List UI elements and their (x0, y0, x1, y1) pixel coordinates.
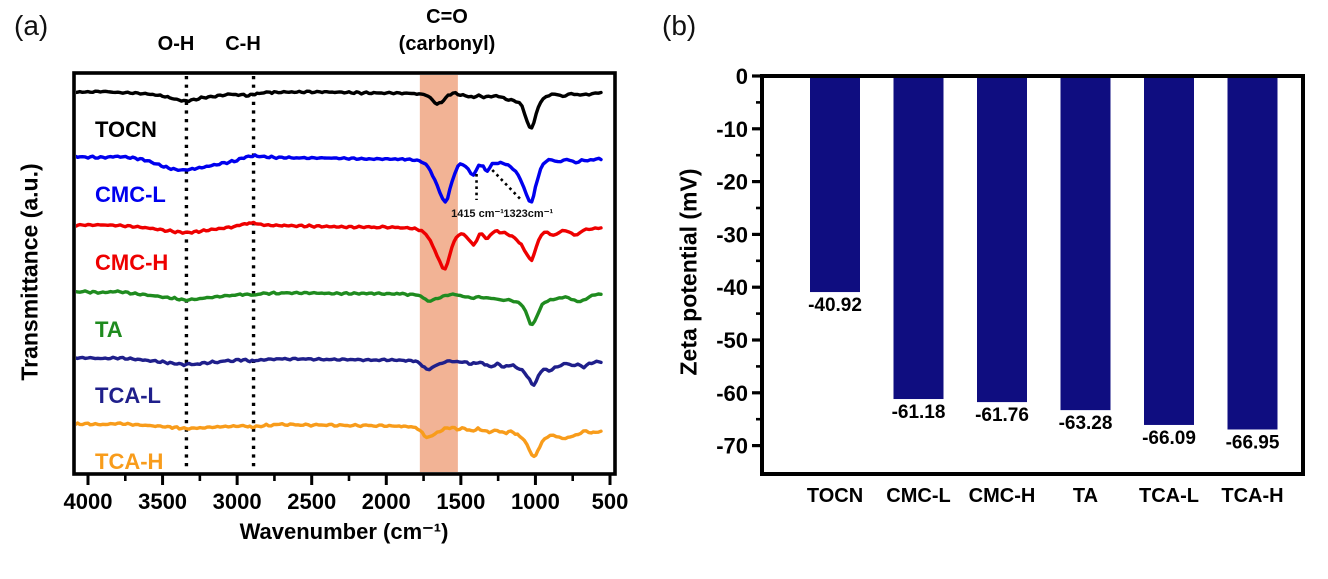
oh-region-label: O-H (157, 33, 195, 55)
ftir-curve-TCA-L (76, 355, 603, 387)
ftir-curves-group (76, 89, 603, 459)
peak-label-1323: 1323cm⁻¹ (503, 208, 553, 220)
zeta-bar-CMC-L (893, 76, 944, 400)
panel-b-label: (b) (662, 10, 697, 41)
ftir-curve-CMC-L (76, 153, 603, 204)
y-tick-label: -20 (716, 170, 748, 195)
carbonyl-highlight-band (419, 75, 458, 472)
ftir-curve-TA (76, 289, 603, 327)
panel-a-label: (a) (14, 10, 49, 41)
category-label-TCA-H: TCA-H (1221, 485, 1283, 507)
zeta-bar-TCA-H (1227, 76, 1278, 430)
category-label-TA: TA (1073, 485, 1098, 507)
ftir-curve-CMC-H (76, 220, 603, 271)
category-label-CMC-H: CMC-H (969, 485, 1036, 507)
zeta-bar-CMC-H (977, 76, 1027, 403)
series-label-CMC-L: CMC-L (95, 182, 166, 207)
category-label-TCA-L: TCA-L (1139, 485, 1199, 507)
y-tick-label: -50 (716, 328, 748, 353)
category-label-CMC-L: CMC-L (886, 485, 950, 507)
y-tick-label: -10 (716, 117, 748, 142)
zeta-plot-box (760, 74, 1305, 476)
ftir-y-axis-label: Transmittance (a.u.) (16, 163, 43, 381)
x-tick-label: 2000 (362, 489, 411, 514)
bar-value-label-TA: -63.28 (1059, 413, 1113, 434)
y-tick-label: -70 (716, 434, 748, 459)
x-tick-label: 2500 (287, 489, 336, 514)
x-tick-label: 1500 (436, 489, 485, 514)
zeta-bar-TOCN (810, 76, 860, 293)
peak-pointer-1323 (491, 169, 522, 200)
carbonyl-region-label-line2: (carbonyl) (398, 33, 496, 55)
bar-value-label-CMC-H: -61.76 (975, 405, 1029, 426)
ftir-curve-TCA-H (76, 421, 603, 459)
carbonyl-region-label-line1: C=O (426, 6, 468, 28)
y-tick-label: -40 (716, 275, 748, 300)
y-tick-label: -30 (716, 222, 748, 247)
zeta-bar-TA (1060, 76, 1111, 411)
zeta-bar-TCA-L (1144, 76, 1194, 425)
peak-label-1415: 1415 cm⁻¹ (451, 208, 504, 220)
carbonyl-region-label: C=O (carbonyl) (399, 4, 496, 58)
ftir-spectra-chart: TOCN CMC-L CMC-H TA TCA-L TCA-H 4000 3500 3000 25… (64, 71, 629, 514)
x-tick-label: 500 (592, 489, 629, 514)
ftir-plot-box (72, 71, 617, 476)
x-tick-label: 1000 (511, 489, 560, 514)
bar-value-label-CMC-L: -61.18 (892, 402, 946, 423)
x-tick-label: 3500 (138, 489, 187, 514)
bar-value-label-TCA-H: -66.95 (1226, 432, 1280, 453)
ftir-curve-TOCN (76, 89, 603, 130)
y-tick-label: 0 (736, 64, 748, 89)
y-tick-label: -60 (716, 381, 748, 406)
ftir-x-axis-label: Wavenumber (cm⁻¹) (239, 519, 449, 544)
x-tick-label: 3000 (213, 489, 262, 514)
bar-value-label-TCA-L: -66.09 (1142, 428, 1196, 449)
series-label-TCA-H: TCA-H (95, 449, 163, 474)
bar-value-label-TOCN: -40.92 (808, 295, 862, 316)
zeta-potential-chart: -40.92 TOCN -61.18 CMC-L -61.76 CMC-H -63.28 TA… (716, 64, 1305, 507)
category-label-TOCN: TOCN (807, 485, 863, 507)
zeta-y-axis-label: Zeta potential (mV) (675, 168, 702, 376)
ch-region-label: C-H (225, 33, 261, 55)
series-label-TA: TA (95, 317, 123, 342)
series-label-TOCN: TOCN (95, 117, 157, 142)
x-tick-label: 4000 (64, 489, 113, 514)
series-label-TCA-L: TCA-L (95, 383, 161, 408)
series-label-CMC-H: CMC-H (95, 250, 168, 275)
